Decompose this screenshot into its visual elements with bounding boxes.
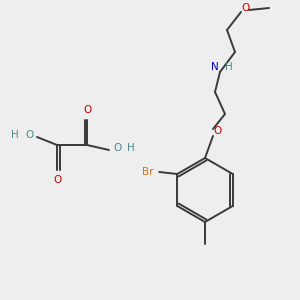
- Text: N: N: [211, 62, 219, 72]
- Text: H: H: [225, 62, 233, 72]
- Text: H: H: [11, 130, 19, 140]
- Text: O: O: [113, 143, 121, 153]
- Text: O: O: [83, 105, 91, 115]
- Text: O: O: [241, 3, 249, 13]
- Text: O: O: [213, 126, 221, 136]
- Text: Br: Br: [142, 167, 153, 177]
- Text: H: H: [127, 143, 135, 153]
- Text: O: O: [53, 175, 61, 185]
- Text: O: O: [25, 130, 33, 140]
